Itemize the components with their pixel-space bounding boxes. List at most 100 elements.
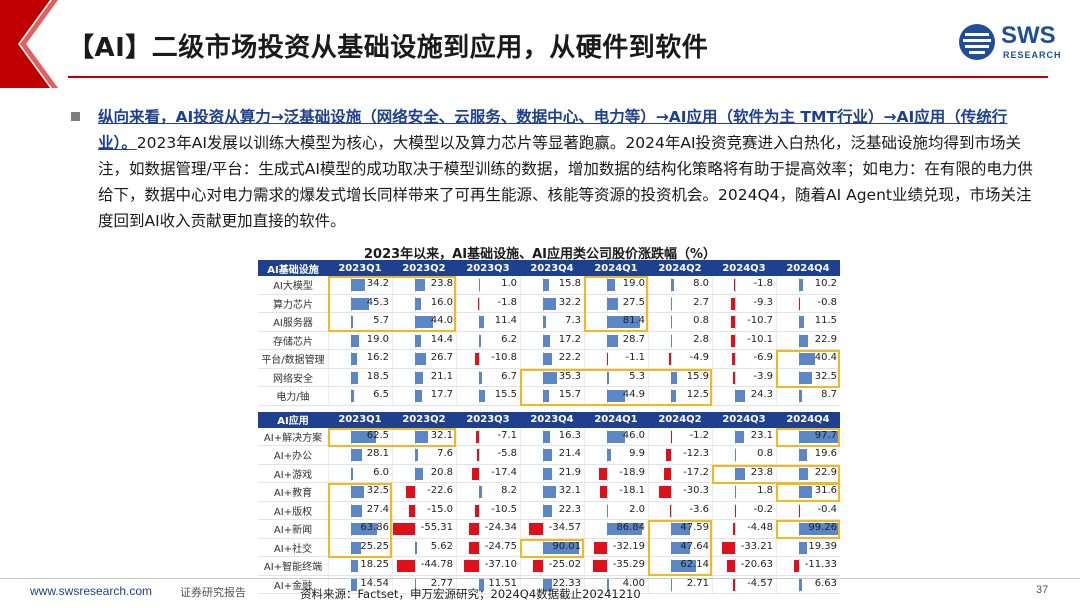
cell-value: -30.3	[683, 485, 709, 496]
value-cell: 2.0	[584, 501, 648, 519]
value-cell: 27.4	[328, 501, 392, 519]
table-row: AI+智能终端 18.25 -44.78 -37.10 -25.02 -35.29 62.1…	[258, 557, 840, 576]
cell-value: 32.2	[558, 296, 581, 308]
cell-value: 8.2	[501, 485, 517, 496]
data-bar	[730, 334, 735, 347]
cell-value: 32.1	[430, 429, 453, 441]
value-cell: 0.8	[648, 313, 712, 331]
bar-axis	[671, 448, 672, 462]
bar-axis	[479, 540, 480, 555]
data-bar	[351, 467, 354, 480]
bar-axis	[479, 429, 480, 444]
cell-value: -25.02	[548, 559, 581, 570]
value-cell: 26.7	[392, 350, 456, 368]
value-cell: -17.4	[456, 464, 520, 482]
bar-axis	[735, 278, 736, 292]
value-cell: 7.6	[392, 446, 456, 464]
cell-value: -55.31	[420, 522, 453, 533]
data-bar	[671, 560, 696, 572]
data-bar	[543, 449, 552, 461]
quarter-header: 2023Q3	[466, 262, 510, 274]
cell-value: -0.2	[753, 503, 773, 515]
cell-value: 15.5	[494, 389, 517, 400]
bar-axis	[735, 522, 736, 536]
data-bar	[671, 541, 691, 554]
cell-value: 86.84	[616, 522, 645, 533]
data-bar	[479, 390, 486, 402]
value-cell: -17.2	[648, 464, 712, 482]
cell-value: 22.9	[814, 466, 837, 478]
data-bar	[735, 486, 736, 498]
quarter-header: 2024Q4	[786, 414, 830, 425]
data-bar	[415, 334, 421, 347]
cell-value: -18.1	[619, 485, 645, 496]
value-cell: -35.29	[584, 557, 648, 575]
row-label: AI+解决方案	[263, 432, 323, 444]
cell-value: -4.57	[747, 577, 773, 589]
quarter-header: 2024Q2	[658, 262, 702, 274]
bar-axis	[479, 559, 480, 573]
cell-value: 25.25	[360, 540, 389, 552]
cell-value: 23.8	[430, 278, 453, 289]
value-cell: 21.4	[520, 446, 584, 464]
value-cell: 47.59	[648, 520, 712, 538]
value-cell: 32.1	[520, 483, 584, 501]
value-cell: 17.7	[392, 387, 456, 405]
cell-value: 18.5	[366, 370, 389, 382]
value-cell: -3.6	[648, 501, 712, 519]
value-cell: 2.77	[392, 575, 456, 593]
cell-value: -1.8	[497, 296, 517, 308]
data-bar	[415, 390, 423, 402]
bar-axis	[415, 559, 416, 573]
data-bar	[351, 316, 354, 328]
value-cell: 24.3	[712, 387, 776, 405]
cell-value: 12.5	[686, 389, 709, 400]
data-bar	[474, 504, 479, 517]
cell-value: 7.3	[565, 315, 581, 326]
value-cell: -25.02	[520, 557, 584, 575]
value-cell: -1.8	[456, 294, 520, 312]
bar-axis	[543, 559, 544, 573]
value-cell: -7.1	[456, 427, 520, 445]
value-cell: 27.5	[584, 294, 648, 312]
cell-value: -10.5	[491, 503, 517, 515]
value-cell: 23.8	[712, 464, 776, 482]
data-bar	[733, 523, 735, 535]
value-cell: -11.33	[776, 557, 840, 575]
cell-value: -5.8	[497, 448, 517, 459]
value-cell: -10.5	[456, 501, 520, 519]
quarter-header: 2023Q2	[402, 262, 446, 274]
table-row: 电力/铀 6.5 17.7 15.5 15.7 44.9 12.5 24.3 8.7	[258, 387, 840, 406]
data-bar	[543, 371, 558, 384]
data-bar	[543, 541, 579, 554]
cell-value: 22.3	[558, 503, 581, 515]
value-cell: -24.75	[456, 538, 520, 556]
data-bar	[669, 504, 671, 517]
value-cell: 20.8	[392, 464, 456, 482]
bar-axis	[735, 352, 736, 366]
value-cell: 31.6	[776, 483, 840, 501]
value-cell: 47.64	[648, 538, 712, 556]
data-bar	[464, 560, 479, 572]
data-bar	[543, 486, 556, 498]
logo-subtext: RESEARCH	[1003, 50, 1062, 60]
cell-value: 14.4	[430, 333, 453, 345]
data-bar	[734, 279, 735, 291]
value-cell: 15.7	[520, 387, 584, 405]
quarter-header: 2023Q1	[338, 262, 382, 274]
data-bar	[607, 316, 640, 328]
data-bar	[351, 353, 358, 365]
value-cell: -6.9	[712, 350, 776, 368]
cell-value: -15.0	[427, 503, 453, 515]
data-bar	[415, 541, 418, 554]
cell-value: 1.8	[757, 485, 773, 496]
cell-value: 6.2	[501, 333, 517, 345]
value-cell: 6.7	[456, 368, 520, 386]
cell-value: 22.2	[558, 352, 581, 363]
value-cell: 5.3	[584, 368, 648, 386]
cell-value: 16.3	[558, 429, 581, 441]
footer-url[interactable]: www.swsresearch.com	[30, 584, 153, 598]
data-bar	[607, 390, 625, 402]
cell-value: 4.00	[622, 577, 645, 589]
bar-axis	[671, 485, 672, 499]
